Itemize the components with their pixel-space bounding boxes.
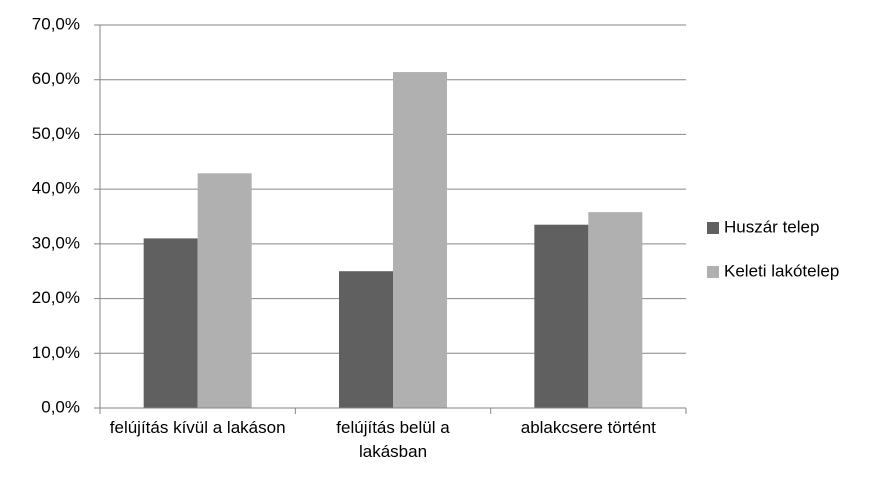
y-tick-label: 70,0%	[32, 14, 80, 33]
y-tick-label: 20,0%	[32, 288, 80, 307]
y-tick-label: 30,0%	[32, 233, 80, 252]
bar	[197, 173, 252, 408]
x-tick-label: felújítás kívül a lakáson	[109, 418, 286, 437]
x-tick-label: felújítás belül a lakásban	[336, 418, 450, 461]
y-tick-label: 60,0%	[32, 69, 80, 88]
legend-swatch	[707, 266, 719, 278]
y-tick-label: 40,0%	[32, 179, 80, 198]
bar	[339, 271, 393, 408]
y-tick-label: 50,0%	[32, 124, 80, 143]
y-tick-label: 0,0%	[41, 397, 80, 416]
legend-label: Huszár telep	[724, 217, 819, 236]
y-tick-label: 10,0%	[32, 343, 80, 362]
bar	[143, 238, 198, 408]
bar	[534, 224, 589, 408]
bar	[393, 72, 447, 408]
legend-swatch	[707, 222, 719, 234]
legend-label: Keleti lakótelep	[724, 261, 839, 280]
bar	[588, 212, 643, 408]
x-tick-label: ablakcsere történt	[520, 418, 656, 437]
